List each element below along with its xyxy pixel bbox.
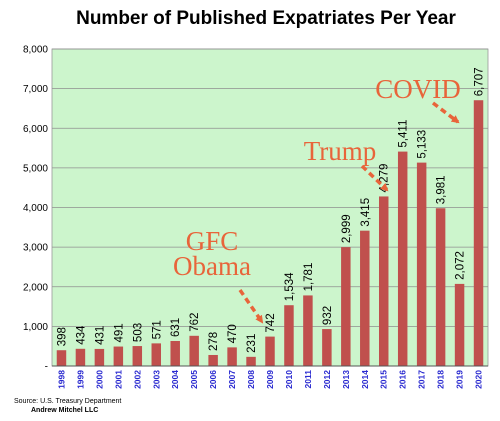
annotation-text: COVID [375, 74, 461, 104]
annotation-text: Obama [173, 251, 251, 281]
y-tick-label: 3,000 [23, 243, 48, 254]
data-label: 1,534 [284, 272, 296, 301]
annotation-2020: COVID [375, 74, 461, 124]
data-label: 571 [151, 320, 163, 339]
bar-2001 [113, 346, 124, 366]
y-tick-label: - [45, 362, 48, 373]
value-labels: 398 434 431 491 503 571 631 762 278 470 231 742 1,53… [56, 67, 485, 352]
data-label: 932 [322, 306, 334, 325]
bar-1998 [56, 350, 67, 366]
bars-group [52, 100, 488, 367]
x-tick-label: 1999 [75, 370, 85, 389]
data-label: 231 [246, 334, 258, 353]
y-axis: - 1,000 2,000 3,000 4,000 5,000 6,000 7,000 8,00… [23, 45, 48, 373]
source-note: Source: U.S. Treasury Department [14, 398, 121, 405]
chart-title: Number of Published Expatriates Per Year [76, 8, 456, 29]
data-label: 3,981 [436, 175, 448, 204]
author-note: Andrew Mitchel LLC [31, 407, 98, 414]
bar-2007 [227, 347, 237, 366]
bar-2019 [454, 283, 465, 366]
bar-2017 [416, 162, 427, 366]
data-label: 431 [94, 326, 106, 345]
x-tick-label: 2018 [436, 370, 446, 389]
bar-2012 [322, 329, 332, 366]
bar-2000 [94, 348, 105, 366]
annotation-arrow [238, 289, 264, 324]
bar-2005 [189, 335, 199, 366]
x-tick-label: 2002 [132, 370, 142, 389]
bar-2018 [435, 208, 446, 366]
y-tick-label: 2,000 [23, 282, 48, 293]
bar-2020 [473, 100, 484, 367]
x-tick-label: 2011 [303, 370, 313, 389]
x-tick-label: 2012 [322, 370, 332, 389]
bar-1999 [75, 348, 86, 366]
data-label: 631 [170, 318, 182, 337]
bar-2008 [246, 356, 256, 366]
x-tick-label: 2017 [417, 370, 427, 389]
x-tick-label: 2000 [94, 370, 104, 389]
x-tick-label: 2019 [455, 370, 465, 389]
bar-2015 [379, 196, 389, 366]
data-label: 503 [132, 323, 144, 342]
bar-2014 [360, 230, 370, 366]
x-tick-label: 2016 [398, 370, 408, 389]
annotation-text: GFC [186, 226, 239, 256]
bar-2003 [151, 343, 161, 366]
gridlines [52, 48, 488, 327]
data-label: 470 [227, 324, 239, 343]
data-label: 742 [265, 313, 277, 332]
bar-2010 [284, 305, 294, 366]
x-axis: 1998 1999 2000 2001 2002 2003 2004 2005 2006 2007… [56, 370, 483, 389]
data-label: 398 [56, 327, 68, 346]
bar-2011 [303, 295, 313, 366]
x-tick-label: 2006 [208, 370, 218, 389]
bar-2009 [265, 336, 275, 366]
y-tick-label: 6,000 [23, 124, 48, 135]
x-tick-label: 2013 [341, 370, 351, 389]
x-tick-label: 2015 [379, 370, 389, 389]
bar-2004 [170, 340, 180, 366]
data-label: 434 [75, 325, 87, 345]
x-tick-label: 2007 [227, 370, 237, 389]
annotation-2014: Trump [304, 136, 389, 192]
y-tick-label: 1,000 [23, 322, 48, 333]
data-label: 5,411 [398, 120, 410, 148]
data-label: 278 [208, 332, 220, 351]
x-tick-label: 2004 [170, 370, 180, 389]
x-tick-label: 2010 [284, 370, 294, 389]
data-label: 6,707 [474, 67, 486, 96]
x-tick-label: 1998 [56, 370, 66, 389]
y-tick-label: 4,000 [23, 203, 48, 214]
x-tick-label: 2008 [246, 370, 256, 389]
y-tick-label: 7,000 [23, 84, 48, 95]
annotation-arrow [360, 164, 389, 192]
x-tick-label: 2014 [360, 370, 370, 389]
data-label: 1,781 [303, 263, 315, 292]
y-tick-label: 5,000 [23, 163, 48, 174]
data-label: 2,072 [455, 251, 467, 280]
x-tick-label: 2005 [189, 370, 199, 389]
bar-2006 [208, 354, 218, 366]
bar-2002 [132, 346, 143, 366]
data-label: 762 [189, 313, 201, 332]
x-tick-label: 2001 [113, 370, 123, 389]
y-tick-label: 8,000 [23, 45, 48, 56]
annotation-text: Trump [304, 136, 377, 166]
x-tick-label: 2003 [151, 370, 161, 389]
data-label: 3,415 [360, 198, 372, 227]
bar-2016 [397, 151, 408, 366]
data-label: 491 [113, 323, 125, 342]
data-label: 5,133 [417, 130, 429, 159]
data-label: 2,999 [341, 214, 353, 243]
bar-2013 [341, 247, 351, 366]
annotation-arrow [431, 101, 460, 124]
x-tick-label: 2020 [474, 370, 484, 389]
x-tick-label: 2009 [265, 370, 275, 389]
